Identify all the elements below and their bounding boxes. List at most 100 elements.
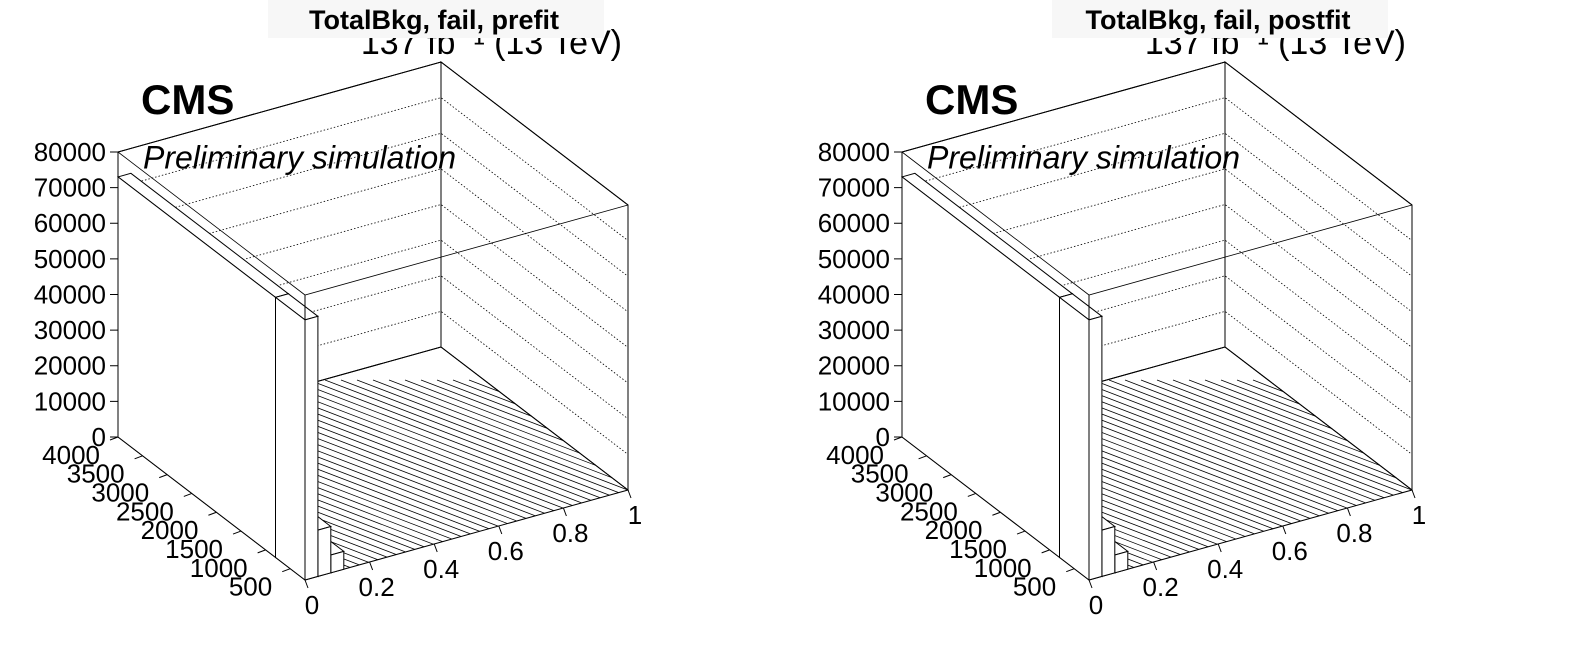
y-tick [893, 436, 903, 441]
z-tick-label: 30000 [34, 315, 106, 345]
y-tick-label: 3500 [851, 459, 909, 489]
z-tick-label: 70000 [818, 173, 890, 203]
x-tick [562, 507, 567, 517]
y-tick-label: 4000 [42, 440, 100, 470]
title-box [268, 0, 604, 38]
y-tick [208, 511, 217, 516]
hatch-line [292, 379, 628, 580]
extra-label: Preliminary simulation [927, 139, 1240, 175]
x-tick [1217, 543, 1222, 553]
y-tick [282, 568, 291, 573]
z-tick-label: 50000 [818, 244, 890, 274]
y-tick-label: 2500 [116, 496, 174, 526]
hatch-line [1124, 379, 1412, 580]
z-tick-label: 10000 [818, 386, 890, 416]
x-tick-label: 1 [1412, 500, 1426, 530]
y-tick [134, 455, 143, 460]
extra-label: Preliminary simulation [143, 139, 456, 175]
hatch-line [1204, 379, 1412, 580]
hatch-line [1092, 379, 1412, 580]
bar-front-face [1114, 550, 1129, 574]
hatch-line [1044, 379, 1412, 580]
hatch-line [388, 379, 628, 580]
y-tick-label: 500 [229, 572, 272, 602]
x-tick-label: 0.6 [488, 536, 524, 566]
z-tick-label: 80000 [818, 137, 890, 167]
y-tick-label: 2000 [141, 515, 199, 545]
x-tick-label: 0.4 [423, 554, 459, 584]
z-tick-label: 60000 [818, 208, 890, 238]
hatch-line [1172, 379, 1412, 580]
y-tick [1016, 530, 1026, 535]
y-tick-label: 1000 [190, 553, 248, 583]
z-tick-label: 10000 [34, 386, 106, 416]
hatch-line [1364, 379, 1412, 580]
y-tick [183, 492, 192, 497]
y-tick-label: 2000 [925, 515, 983, 545]
bar-left-face [1059, 296, 1090, 582]
x-tick [1088, 579, 1093, 589]
hatch-line [1429, 380, 1592, 610]
x-tick [1153, 561, 1158, 571]
y-tick-label: 3500 [67, 459, 125, 489]
cms-label: CMS [925, 76, 1018, 123]
hatch-line [1028, 379, 1412, 580]
x-tick-label: 0.8 [552, 518, 588, 548]
x-tick-label: 0.6 [1272, 536, 1308, 566]
y-tick [967, 492, 976, 497]
x-tick [304, 579, 309, 589]
title-box [1052, 0, 1388, 38]
chart-title: TotalBkg, fail, postfit [1086, 5, 1351, 35]
hatch-line [1076, 379, 1412, 580]
hatch-line [404, 379, 628, 580]
hatch-line [420, 379, 628, 580]
x-tick-label: 0.2 [359, 572, 395, 602]
z-tick-label: 80000 [34, 137, 106, 167]
x-tick-label: 0.8 [1336, 518, 1372, 548]
bar-front-face [1101, 525, 1116, 578]
x-tick-label: 1 [628, 500, 642, 530]
hatch-line [1012, 379, 1412, 580]
y-tick [232, 530, 242, 535]
x-tick [433, 543, 438, 553]
y-tick [918, 455, 927, 460]
bar-front-face [304, 315, 319, 581]
hatch-line [340, 379, 628, 580]
x-tick-label: 0 [305, 590, 319, 620]
box-edge [117, 61, 629, 490]
z-tick-label: 60000 [34, 208, 106, 238]
hatch-line [1413, 380, 1592, 610]
panel: 0100002000030000400005000060000700008000… [818, 0, 1592, 620]
y-tick-label: 1500 [165, 534, 223, 564]
z-tick-label: 0 [876, 422, 890, 452]
bar-front-face [1088, 315, 1103, 581]
z-tick-label: 70000 [34, 173, 106, 203]
box-edge [901, 61, 1413, 490]
y-tick [1041, 549, 1050, 554]
y-tick-label: 500 [1013, 572, 1056, 602]
y-tick-label: 1000 [974, 553, 1032, 583]
x-tick [498, 525, 503, 535]
hatch-line [308, 379, 628, 580]
z-tick-label: 20000 [34, 351, 106, 381]
bar-left-face [275, 296, 306, 582]
z-tick-label: 40000 [34, 279, 106, 309]
y-tick-label: 2500 [900, 496, 958, 526]
x-tick [1282, 525, 1287, 535]
z-tick-label: 0 [92, 422, 106, 452]
x-tick-label: 0 [1089, 590, 1103, 620]
x-tick-label: 0.4 [1207, 554, 1243, 584]
hatch-line [244, 379, 628, 580]
z-tick-label: 30000 [818, 315, 890, 345]
y-tick [159, 474, 168, 479]
z-tick-label: 50000 [34, 244, 106, 274]
panel: 0100002000030000400005000060000700008000… [33, 0, 643, 620]
hatch-line [276, 379, 628, 580]
hatch-line [372, 379, 628, 580]
hatch-line [1188, 379, 1412, 580]
hatch-line [1396, 379, 1412, 580]
y-tick-label: 3000 [875, 478, 933, 508]
x-tick [627, 489, 632, 499]
